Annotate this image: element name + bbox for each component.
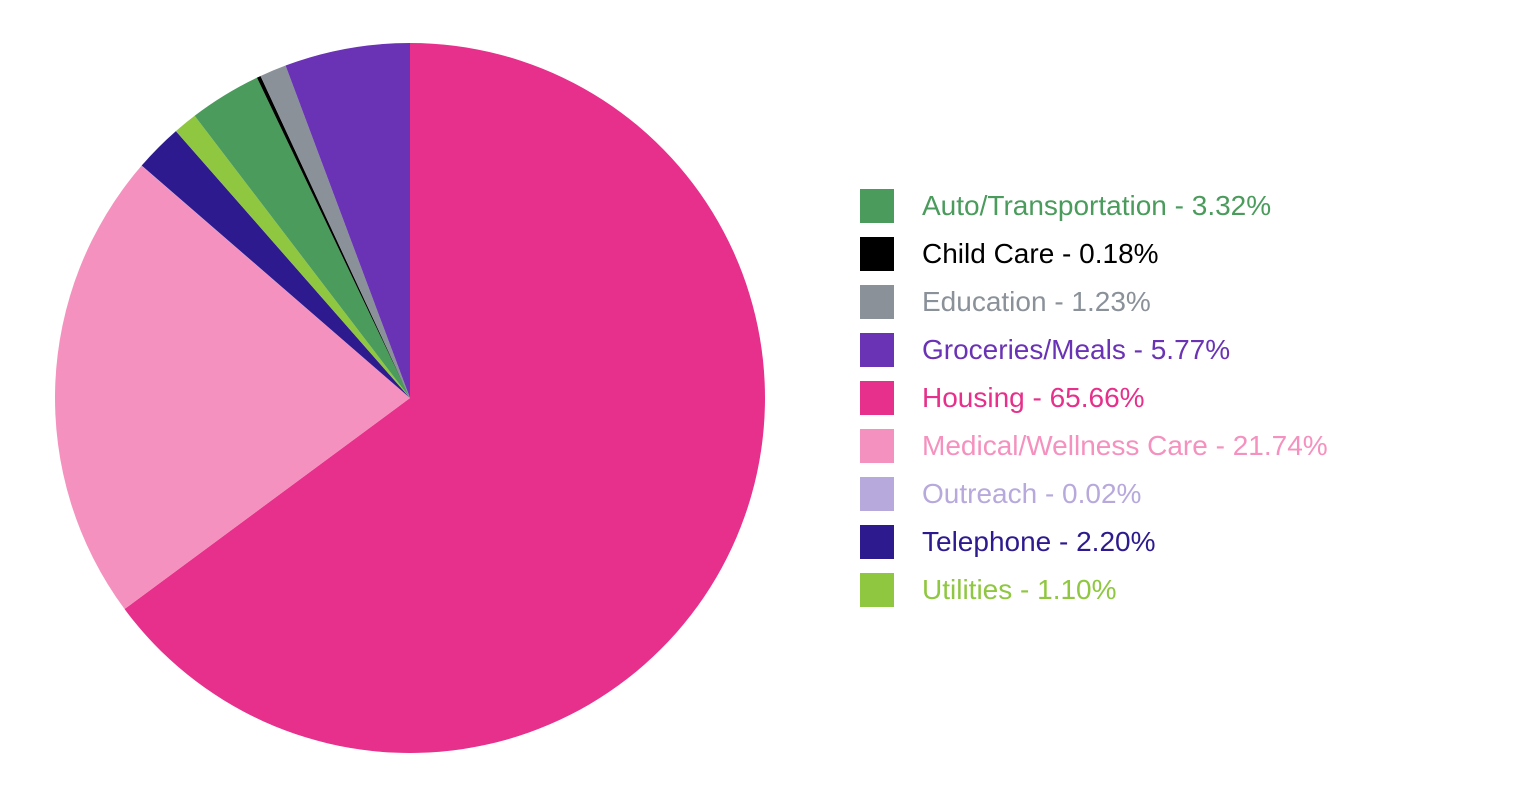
legend-label: Auto/Transportation - 3.32% bbox=[922, 190, 1271, 222]
legend-swatch bbox=[860, 189, 894, 223]
legend-item: Housing - 65.66% bbox=[860, 381, 1517, 415]
legend-swatch bbox=[860, 573, 894, 607]
legend-swatch bbox=[860, 237, 894, 271]
pie-chart-svg bbox=[0, 0, 820, 796]
pie-chart-area bbox=[0, 0, 820, 796]
legend: Auto/Transportation - 3.32% Child Care - … bbox=[820, 175, 1517, 621]
legend-swatch bbox=[860, 333, 894, 367]
legend-item: Education - 1.23% bbox=[860, 285, 1517, 319]
chart-wrapper: Auto/Transportation - 3.32% Child Care - … bbox=[0, 0, 1517, 796]
legend-item: Auto/Transportation - 3.32% bbox=[860, 189, 1517, 223]
legend-item: Groceries/Meals - 5.77% bbox=[860, 333, 1517, 367]
legend-swatch bbox=[860, 525, 894, 559]
legend-swatch bbox=[860, 285, 894, 319]
legend-swatch bbox=[860, 381, 894, 415]
legend-label: Outreach - 0.02% bbox=[922, 478, 1141, 510]
legend-label: Telephone - 2.20% bbox=[922, 526, 1156, 558]
legend-swatch bbox=[860, 429, 894, 463]
legend-label: Medical/Wellness Care - 21.74% bbox=[922, 430, 1328, 462]
legend-swatch bbox=[860, 477, 894, 511]
legend-label: Groceries/Meals - 5.77% bbox=[922, 334, 1230, 366]
legend-label: Education - 1.23% bbox=[922, 286, 1151, 318]
legend-item: Utilities - 1.10% bbox=[860, 573, 1517, 607]
legend-label: Child Care - 0.18% bbox=[922, 238, 1159, 270]
legend-item: Child Care - 0.18% bbox=[860, 237, 1517, 271]
legend-item: Medical/Wellness Care - 21.74% bbox=[860, 429, 1517, 463]
legend-item: Outreach - 0.02% bbox=[860, 477, 1517, 511]
legend-item: Telephone - 2.20% bbox=[860, 525, 1517, 559]
legend-label: Housing - 65.66% bbox=[922, 382, 1145, 414]
legend-label: Utilities - 1.10% bbox=[922, 574, 1117, 606]
